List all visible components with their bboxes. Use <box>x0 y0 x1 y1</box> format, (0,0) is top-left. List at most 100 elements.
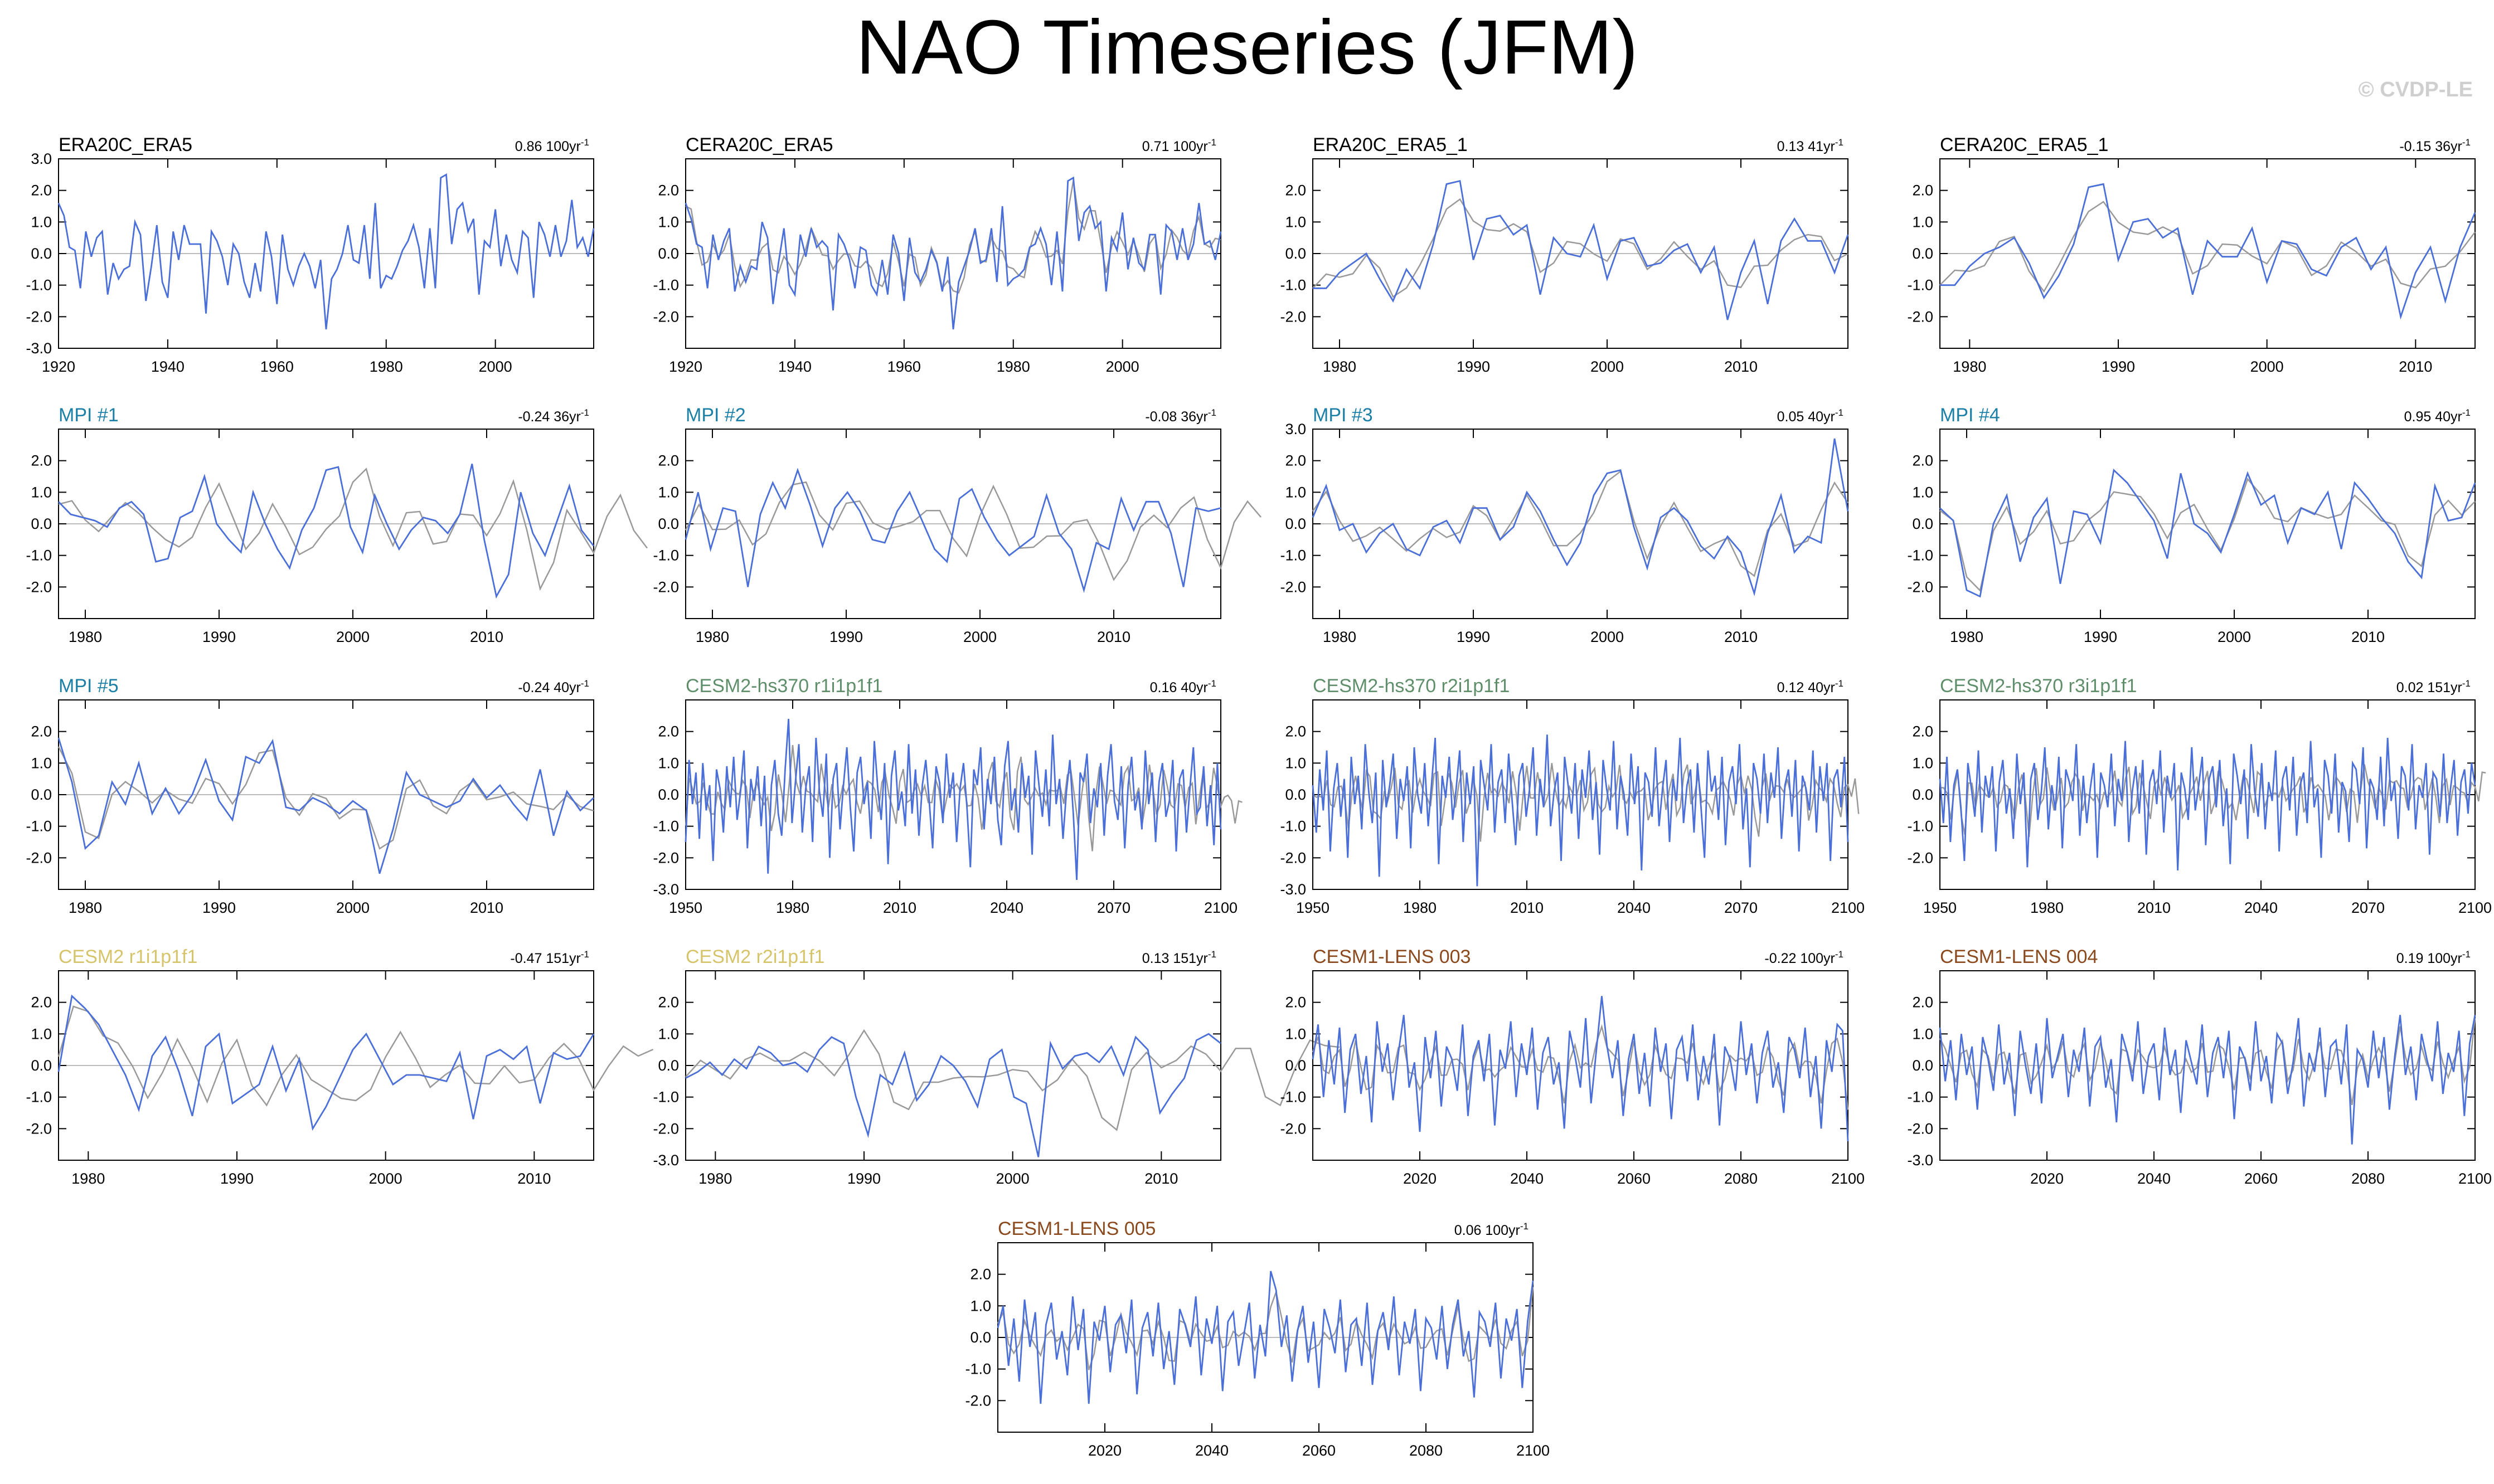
y-tick-label: 0.0 <box>1912 245 1933 262</box>
y-tick-label: 2.0 <box>658 723 679 740</box>
watermark: © CVDP-LE <box>2358 78 2473 101</box>
nao-series-line <box>1940 183 2476 320</box>
y-tick-label: 3.0 <box>31 150 52 167</box>
x-tick-label: 1960 <box>887 358 921 375</box>
x-tick-label: 1990 <box>202 629 236 645</box>
y-tick-label: -1.0 <box>1280 277 1306 294</box>
x-tick-label: 2010 <box>1724 629 1758 645</box>
chart-title: MPI #4 <box>1940 405 2000 426</box>
y-tick-label: 2.0 <box>1912 182 1933 199</box>
x-tick-label: 2070 <box>1097 899 1130 916</box>
trend-label: 0.19 100yr-1 <box>2396 949 2471 966</box>
nao-series-line <box>685 1033 1221 1157</box>
y-tick-label: 1.0 <box>1912 1025 1933 1042</box>
nao-series-line <box>57 737 594 874</box>
x-tick-label: 2000 <box>1590 358 1624 375</box>
trend-exponent: -1 <box>1520 1221 1529 1232</box>
chart-panel-4: MPI #1 -0.24 36yr-1 2.0 1.0 0.0 -1.0 -2.0 1980 1… <box>26 405 648 645</box>
x-tick-label: 2000 <box>336 629 370 645</box>
y-tick-label: 2.0 <box>1912 994 1933 1011</box>
y-tick-label: -2.0 <box>1280 578 1306 595</box>
y-tick-label: -2.0 <box>965 1392 991 1409</box>
trend-exponent: -1 <box>1208 949 1216 960</box>
y-tick-label: 0.0 <box>658 515 679 532</box>
y-tick-label: -2.0 <box>26 1120 52 1137</box>
y-tick-label: -2.0 <box>1907 1120 1933 1137</box>
trend-exponent: -1 <box>581 407 589 418</box>
y-tick-label: -2.0 <box>1907 308 1933 325</box>
trend-label: 0.12 40yr-1 <box>1777 678 1843 695</box>
trend-label: 0.02 151yr-1 <box>2396 678 2471 695</box>
ensemble-series-line <box>1312 470 1849 577</box>
y-tick-label: -2.0 <box>653 1120 679 1137</box>
x-tick-label: 2060 <box>1302 1442 1336 1459</box>
y-tick-label: 0.0 <box>31 245 52 262</box>
x-tick-label: 1990 <box>2102 358 2135 375</box>
trend-exponent: -1 <box>2462 949 2471 960</box>
nao-series-line <box>57 173 595 330</box>
trend-exponent: -1 <box>1208 137 1216 148</box>
y-tick-label: 2.0 <box>1285 994 1306 1011</box>
y-tick-label: 2.0 <box>658 182 679 199</box>
chart-panel-3: CERA20C_ERA5_1 -0.15 36yr-1 2.0 1.0 0.0 -1.0 -… <box>1907 134 2476 375</box>
y-tick-label: 0.0 <box>658 1057 679 1074</box>
x-tick-label: 2000 <box>2218 629 2251 645</box>
y-tick-label: -1.0 <box>653 547 679 564</box>
trend-exponent: -1 <box>1208 678 1216 689</box>
chart-panel-9: CESM2-hs370 r1i1p1f1 0.16 40yr-1 2.0 1.0 0.0… <box>653 675 1243 916</box>
y-tick-label: 0.0 <box>31 515 52 532</box>
trend-label: 0.13 41yr-1 <box>1777 137 1843 154</box>
trend-exponent: -1 <box>1835 678 1843 689</box>
y-tick-label: 1.0 <box>31 484 52 500</box>
x-tick-label: 1950 <box>669 899 702 916</box>
x-tick-label: 2010 <box>470 899 503 916</box>
chart-panel-7: MPI #4 0.95 40yr-1 2.0 1.0 0.0 -1.0 -2.0 1980 19… <box>1907 405 2476 645</box>
x-tick-label: 2100 <box>1516 1442 1550 1459</box>
x-tick-label: 1960 <box>260 358 294 375</box>
chart-title: ERA20C_ERA5_1 <box>1313 134 1468 155</box>
trend-label: 0.95 40yr-1 <box>2404 407 2471 425</box>
x-tick-label: 2100 <box>1831 1170 1865 1187</box>
y-tick-label: -3.0 <box>653 881 679 898</box>
y-tick-label: 1.0 <box>1285 755 1306 771</box>
y-tick-label: -1.0 <box>26 1089 52 1106</box>
x-tick-label: 2100 <box>1831 899 1865 916</box>
ensemble-series-line <box>1939 201 2476 293</box>
x-tick-label: 2010 <box>2399 358 2432 375</box>
chart-title: ERA20C_ERA5 <box>59 134 192 155</box>
ensemble-series-line <box>685 1029 1340 1131</box>
x-tick-label: 2010 <box>883 899 916 916</box>
x-tick-label: 1980 <box>1323 358 1356 375</box>
x-tick-label: 2040 <box>1510 1170 1544 1187</box>
chart-panel-1: CERA20C_ERA5 0.71 100yr-1 2.0 1.0 0.0 -1.0 -2.… <box>653 134 1222 375</box>
nao-series-line <box>1939 1015 2476 1145</box>
x-tick-label: 2060 <box>1617 1170 1651 1187</box>
y-tick-label: 2.0 <box>658 453 679 469</box>
chart-title: MPI #2 <box>686 405 746 426</box>
chart-title: CERA20C_ERA5 <box>686 134 833 155</box>
trend-exponent: -1 <box>2462 678 2471 689</box>
y-tick-label: 1.0 <box>1912 213 1933 230</box>
x-tick-label: 1990 <box>847 1170 881 1187</box>
y-tick-label: 0.0 <box>31 1057 52 1074</box>
x-tick-label: 2000 <box>2250 358 2284 375</box>
y-tick-label: 0.0 <box>658 245 679 262</box>
x-tick-label: 2010 <box>1144 1170 1178 1187</box>
chart-title: CESM2-hs370 r1i1p1f1 <box>686 675 882 697</box>
x-tick-label: 2040 <box>2137 1170 2171 1187</box>
x-tick-label: 2100 <box>1204 899 1238 916</box>
y-tick-label: 1.0 <box>31 213 52 230</box>
y-tick-label: -3.0 <box>1907 1152 1933 1169</box>
ensemble-series-line <box>58 468 648 591</box>
chart-panel-5: MPI #2 -0.08 36yr-1 2.0 1.0 0.0 -1.0 -2.0 1980 1… <box>653 405 1261 645</box>
x-tick-label: 1940 <box>778 358 812 375</box>
nao-series-line <box>1312 996 1849 1142</box>
y-tick-label: 0.0 <box>1912 1057 1933 1074</box>
x-tick-label: 1980 <box>69 899 102 916</box>
y-tick-label: 1.0 <box>658 213 679 230</box>
x-tick-label: 2080 <box>1409 1442 1443 1459</box>
chart-panel-0: ERA20C_ERA5 0.86 100yr-1 3.0 2.0 1.0 0.0 -1.0 -… <box>26 134 595 375</box>
x-tick-label: 1980 <box>1323 629 1356 645</box>
chart-title: CESM2 r2i1p1f1 <box>686 946 824 967</box>
nao-series-line <box>1312 734 1849 887</box>
